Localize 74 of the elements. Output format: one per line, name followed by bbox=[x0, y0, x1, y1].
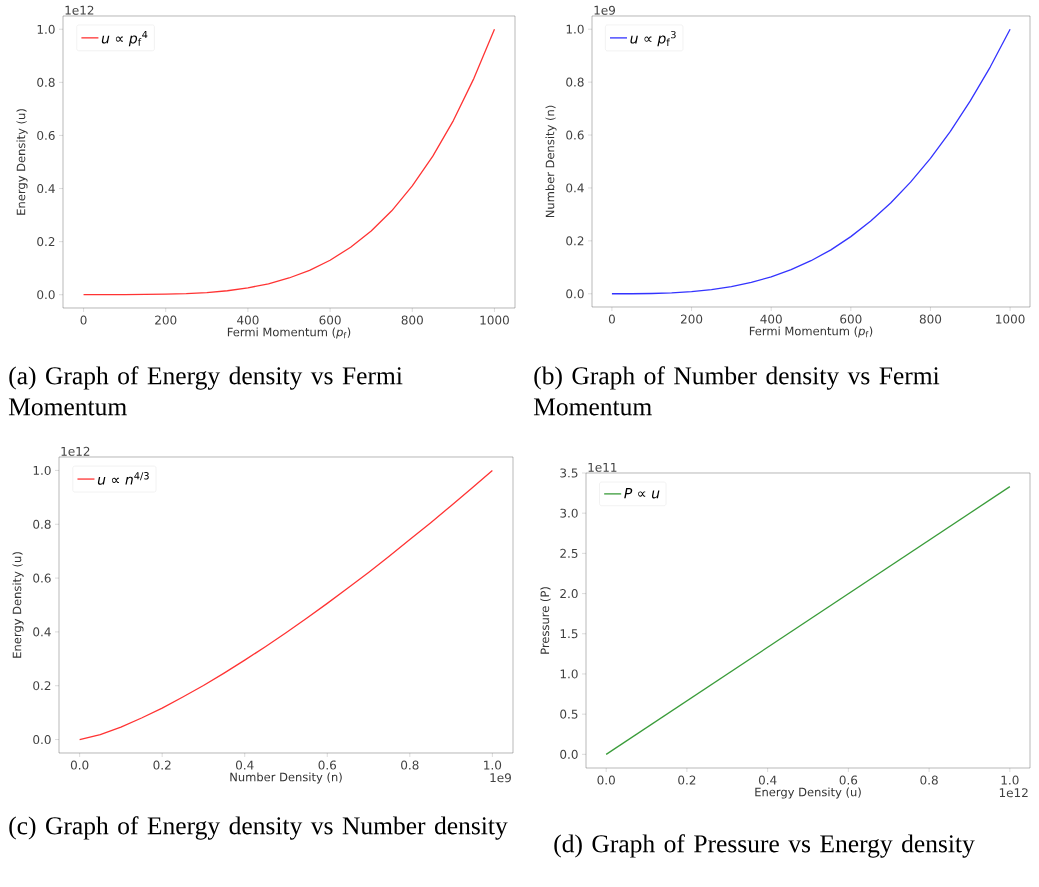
y-tick-label: 1.0 bbox=[33, 465, 51, 475]
text: (c) Graph of Energy density vs Number density bbox=[9, 816, 508, 840]
y-tick-label: 0.2 bbox=[566, 236, 584, 246]
legend-label: u ∝ p$_{f}$4 bbox=[101, 30, 148, 47]
y-axis-title: Energy Density (u) bbox=[16, 109, 28, 215]
y-tick-label: 0.2 bbox=[33, 681, 51, 691]
legend-label: u ∝ p$_{f}$3 bbox=[630, 30, 676, 47]
text: 1e9 bbox=[594, 5, 616, 15]
x-tick-label: 400 bbox=[760, 314, 782, 324]
y-tick-label: 0.2 bbox=[37, 237, 55, 247]
x-tick-label: 0.0 bbox=[70, 760, 89, 770]
x-tick-label: 0 bbox=[80, 315, 87, 325]
x-tick-label: 1.0 bbox=[484, 760, 502, 770]
legend-label: u ∝ n$^{4/3}$ bbox=[97, 472, 149, 485]
x-tick-label: 0.2 bbox=[678, 775, 696, 785]
y-tick-label: 0.6 bbox=[37, 130, 55, 140]
y-tick-label: 1.5 bbox=[560, 629, 578, 639]
y-tick-label: 0.6 bbox=[33, 573, 51, 583]
x-tick-label: 600 bbox=[840, 314, 862, 324]
x-tick-label: 800 bbox=[919, 314, 942, 324]
x-tick-label: 0.6 bbox=[839, 775, 858, 785]
x-tick-label: 0.8 bbox=[920, 775, 938, 785]
x-axis-title: Fermi Momentum (p$_{f}$) bbox=[749, 326, 873, 338]
y-axis-title: Number Density (n) bbox=[545, 105, 557, 218]
x-tick-label: 0.0 bbox=[597, 775, 615, 785]
x-tick-label: 800 bbox=[401, 315, 423, 325]
line-series bbox=[78, 469, 494, 741]
text: 1e12 bbox=[65, 5, 94, 15]
y-tick-label: 1.0 bbox=[560, 669, 578, 679]
x-tick-label: 1000 bbox=[996, 314, 1025, 324]
x-tick-label: 0.4 bbox=[235, 760, 254, 770]
x-tick-label: 0.6 bbox=[318, 760, 337, 770]
y-tick-label: 0.5 bbox=[560, 709, 578, 719]
y-tick-label: 0.0 bbox=[37, 290, 55, 300]
y-tick-label: 2.5 bbox=[560, 548, 578, 558]
text: 1e12 bbox=[61, 446, 90, 456]
y-tick-label: 0.4 bbox=[566, 183, 584, 193]
x-tick-label: 1000 bbox=[480, 315, 509, 325]
y-tick-label: 3.0 bbox=[560, 508, 578, 518]
y-tick-label: 3.5 bbox=[560, 468, 578, 478]
y-tick-label: 2.0 bbox=[560, 589, 578, 599]
y-tick-label: 1.0 bbox=[566, 24, 584, 34]
legend-label: P ∝ u bbox=[624, 488, 660, 499]
x-tick-label: 1.0 bbox=[1001, 775, 1019, 785]
y-tick-label: 0.0 bbox=[566, 289, 584, 299]
text: (a) Graph of Energy density vs Fermi Momentum bbox=[8, 366, 403, 416]
text: (d) Graph of Pressure vs Energy density bbox=[554, 834, 975, 858]
text: 1e11 bbox=[588, 462, 617, 472]
x-tick-label: 200 bbox=[680, 314, 703, 324]
y-axis-title: Pressure (P) bbox=[540, 587, 551, 654]
y-tick-label: 0.4 bbox=[33, 627, 51, 637]
line-series bbox=[611, 28, 1011, 295]
x-axis-title: Energy Density (u) bbox=[755, 787, 861, 799]
x-axis-title: Number Density (n) bbox=[230, 772, 342, 784]
x-tick-label: 0.4 bbox=[758, 775, 777, 785]
x-tick-label: 0.8 bbox=[401, 760, 419, 770]
x-tick-label: 600 bbox=[319, 315, 341, 325]
x-axis-title: Fermi Momentum (p$_{f}$) bbox=[227, 327, 351, 339]
text: (b) Graph of Number density vs Fermi Momentum bbox=[533, 366, 940, 416]
x-tick-label: 0.2 bbox=[153, 760, 171, 770]
y-tick-label: 0.0 bbox=[560, 749, 578, 759]
y-tick-label: 0.8 bbox=[566, 77, 584, 87]
x-tick-label: 200 bbox=[155, 315, 177, 325]
y-tick-label: 0.4 bbox=[37, 184, 55, 194]
y-tick-label: 0.6 bbox=[566, 130, 584, 140]
x-tick-label: 400 bbox=[237, 315, 259, 325]
y-tick-label: 0.8 bbox=[33, 519, 51, 529]
x-tick-label: 0 bbox=[608, 314, 615, 324]
text: 1e12 bbox=[999, 788, 1028, 798]
y-axis-title: Energy Density (u) bbox=[12, 552, 24, 658]
y-tick-label: 0.8 bbox=[37, 77, 55, 87]
y-tick-label: 1.0 bbox=[37, 24, 55, 34]
text: 1e9 bbox=[490, 773, 511, 783]
y-tick-label: 0.0 bbox=[33, 735, 51, 745]
